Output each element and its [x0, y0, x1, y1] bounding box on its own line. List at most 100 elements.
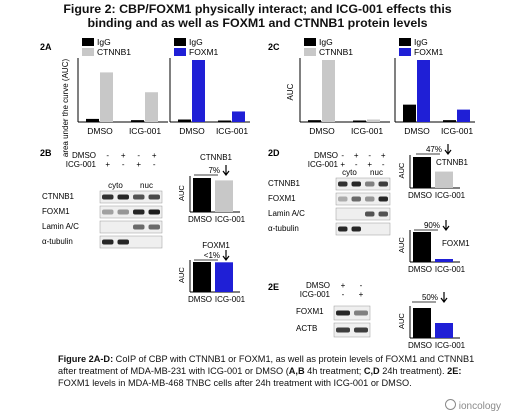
blot-row-label: α-tubulin	[42, 237, 73, 246]
lane-sign: -	[382, 160, 385, 169]
legend-label: FOXM1	[414, 47, 444, 57]
caption-cd: C,D	[363, 366, 380, 376]
down-arrow-icon	[444, 144, 452, 155]
tick-label: DMSO	[309, 126, 335, 136]
blot-band	[378, 196, 388, 202]
bar-dmso	[413, 157, 431, 188]
bar-igg-dmso	[308, 120, 321, 122]
watermark-logo-icon	[444, 399, 456, 410]
watermark-text: ioncology	[458, 401, 501, 412]
bar-igg-icg-001	[131, 120, 144, 122]
axis-label: AUC	[397, 237, 406, 253]
blot-band	[133, 194, 145, 200]
tick-label: DMSO	[408, 265, 432, 274]
tick-label: DMSO	[404, 126, 430, 136]
fraction-label: nuc	[140, 181, 153, 190]
blot-band	[365, 196, 375, 202]
blot-band	[351, 196, 361, 202]
tick-label: DMSO	[179, 126, 205, 136]
bar-ctnnb1-dmso	[322, 60, 335, 122]
blot-band	[338, 196, 348, 202]
lane-sign: -	[368, 151, 371, 160]
blot-strip	[335, 177, 391, 191]
tick-label: ICG-001	[351, 126, 383, 136]
blot-row-label: ACTB	[296, 324, 317, 333]
legend-label: CTNNB1	[319, 47, 353, 57]
bar-dmso	[193, 178, 211, 212]
treat-label-icg: ICG-001	[308, 160, 339, 169]
blot-strip	[99, 220, 163, 234]
legend-label: CTNNB1	[97, 47, 131, 57]
blot-band	[354, 310, 368, 316]
blot-band	[336, 310, 350, 316]
down-arrow-icon	[440, 292, 448, 303]
lane-sign: -	[153, 160, 156, 169]
blot-band	[378, 181, 388, 187]
bar-ctnnb1-dmso	[100, 72, 113, 122]
bar-foxm1-dmso	[417, 60, 430, 122]
treat-label-dmso: DMSO	[314, 151, 338, 160]
figure-title-line2: binding and as well as FOXM1 and CTNNB1 …	[87, 16, 428, 30]
legend-swatch-foxm1	[174, 48, 186, 56]
bar-dmso	[413, 308, 431, 338]
lane-sign: +	[367, 160, 372, 169]
lane-sign: -	[341, 151, 344, 160]
bar-ctnnb1-icg-001	[367, 119, 380, 122]
tick-label: ICG-001	[215, 215, 246, 224]
lane-sign: -	[106, 151, 109, 160]
lane-sign: +	[152, 151, 157, 160]
tick-label: ICG-001	[435, 265, 466, 274]
tick-label: ICG-001	[216, 126, 248, 136]
bar-foxm1-icg-001	[457, 109, 470, 122]
axis-label: AUC	[177, 185, 186, 201]
annotation-percent: 7%	[208, 166, 220, 175]
legend-swatch-igg	[174, 38, 186, 46]
tick-label: DMSO	[408, 341, 432, 350]
blot-band	[117, 239, 129, 245]
lane-sign: +	[354, 151, 359, 160]
blot-row-label: Lamin A/C	[42, 222, 79, 231]
figure-caption: Figure 2A-D: CoIP of CBP with CTNNB1 or …	[58, 353, 488, 389]
legend-label: IgG	[189, 37, 203, 47]
tick-label: DMSO	[87, 126, 113, 136]
lane-sign: -	[137, 151, 140, 160]
down-arrow-icon	[222, 165, 230, 176]
chart-2E-foxm1: AUC DMSO ICG-001 50%	[397, 292, 466, 350]
bar-icg-001	[215, 180, 233, 212]
treat-label-icg: ICG-001	[66, 160, 97, 169]
blot-band	[378, 211, 388, 217]
blot-row-label: Lamin A/C	[268, 209, 305, 218]
blot-band	[351, 226, 361, 232]
blot-strip	[333, 305, 371, 321]
legend-label: IgG	[319, 37, 333, 47]
legend-swatch-igg	[304, 38, 316, 46]
bar-icg-001	[435, 323, 453, 338]
lane-sign: -	[360, 281, 363, 290]
chart-title: CTNNB1	[200, 153, 233, 162]
annotation-percent: 50%	[422, 293, 438, 302]
bar-ctnnb1-icg-001	[145, 92, 158, 122]
chart-title: FOXM1	[442, 239, 470, 248]
blot-strip	[99, 235, 163, 249]
watermark: ioncology	[444, 399, 501, 412]
tick-label: ICG-001	[441, 126, 473, 136]
blot-row-label: FOXM1	[268, 194, 296, 203]
lane-sign: -	[342, 290, 345, 299]
blot-band	[133, 209, 145, 215]
lane-sign: +	[381, 151, 386, 160]
blot-row-label: CTNNB1	[42, 192, 75, 201]
blot-strip	[335, 192, 391, 206]
tick-label: ICG-001	[215, 295, 246, 304]
bar-icg-001	[435, 171, 453, 188]
lane-sign: +	[121, 151, 126, 160]
blot-band	[148, 194, 160, 200]
chart-title: FOXM1	[202, 241, 230, 250]
bar-igg-dmso	[403, 104, 416, 122]
tick-label: ICG-001	[435, 191, 466, 200]
blot-band	[351, 181, 361, 187]
axis-label: AUC	[177, 267, 186, 283]
lane-sign: +	[341, 281, 346, 290]
